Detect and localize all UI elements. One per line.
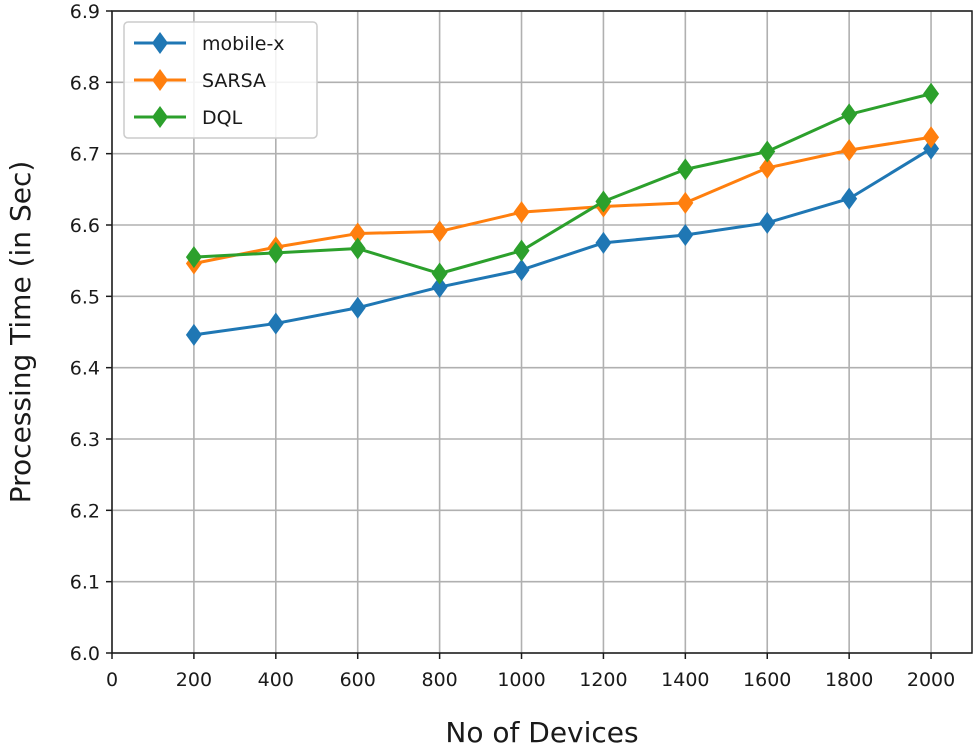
data-point-dql xyxy=(267,241,284,264)
x-tick-label: 1800 xyxy=(825,669,873,691)
data-point-sarsa xyxy=(677,191,694,214)
legend-box xyxy=(123,21,318,139)
legend-entry-dql: DQL xyxy=(134,106,243,129)
y-tick-label: 6.4 xyxy=(70,358,100,380)
x-tick-label: 800 xyxy=(421,669,457,691)
x-tick-label: 1000 xyxy=(497,669,545,691)
data-point-mobile-x xyxy=(759,211,776,234)
y-tick-label: 6.9 xyxy=(70,1,100,23)
y-tick-label: 6.6 xyxy=(70,215,100,237)
legend-entry-mobile-x: mobile-x xyxy=(134,32,285,55)
y-tick-label: 6.1 xyxy=(70,572,100,594)
x-tick-label: 400 xyxy=(258,669,294,691)
y-tick-label: 6.7 xyxy=(70,144,100,166)
data-point-sarsa xyxy=(513,201,530,224)
data-point-dql xyxy=(759,140,776,163)
data-point-mobile-x xyxy=(267,312,284,335)
data-point-dql xyxy=(677,158,694,181)
plot-frame xyxy=(111,10,973,654)
x-tick-label: 200 xyxy=(176,669,212,691)
y-tick-label: 6.5 xyxy=(70,286,100,308)
data-point-sarsa xyxy=(759,156,776,179)
data-point-dql xyxy=(431,262,448,285)
y-axis-ticks: 6.0 6.1 6.2 6.3 6.4 6.5 6.6 6.7 6.8 6.9 xyxy=(70,1,112,665)
x-tick-label: 0 xyxy=(106,669,118,691)
x-tick-label: 2000 xyxy=(907,669,955,691)
x-tick-label: 1200 xyxy=(579,669,627,691)
data-point-mobile-x xyxy=(677,223,694,246)
data-point-mobile-x xyxy=(923,137,940,160)
y-tick-label: 6.8 xyxy=(70,72,100,94)
x-tick-label: 600 xyxy=(340,669,376,691)
x-axis-ticks: 0 200 400 600 800 1000 1200 1400 1600 1800 2000 xyxy=(106,653,955,691)
series-line-sarsa xyxy=(193,135,932,265)
data-point-dql xyxy=(349,237,366,260)
legend-marker xyxy=(152,32,168,54)
data-point-sarsa xyxy=(841,139,858,162)
data-point-mobile-x xyxy=(185,323,202,346)
x-tick-label: 1400 xyxy=(661,669,709,691)
x-axis-label: No of Devices xyxy=(445,716,638,747)
y-axis-label: Processing Time (in Sec) xyxy=(4,161,37,504)
legend-label: mobile-x xyxy=(202,33,285,55)
data-point-sarsa xyxy=(923,126,940,149)
legend-marker xyxy=(152,106,168,128)
y-tick-label: 6.2 xyxy=(70,500,100,522)
x-tick-label: 1600 xyxy=(743,669,791,691)
data-point-mobile-x xyxy=(513,258,530,281)
series-mobile-x xyxy=(185,137,940,346)
y-tick-label: 6.3 xyxy=(70,429,100,451)
series-group xyxy=(185,82,940,346)
data-point-dql xyxy=(923,82,940,105)
data-point-sarsa xyxy=(349,222,366,245)
series-line-mobile-x xyxy=(193,147,932,337)
data-point-mobile-x xyxy=(431,276,448,299)
data-point-dql xyxy=(841,103,858,126)
data-point-dql xyxy=(185,246,202,269)
legend: mobile-x SARSA DQL xyxy=(123,21,318,139)
series-dql xyxy=(185,82,940,285)
data-point-dql xyxy=(513,239,530,262)
y-tick-label: 6.0 xyxy=(70,643,100,665)
data-point-dql xyxy=(595,190,612,213)
data-point-mobile-x xyxy=(349,296,366,319)
legend-marker xyxy=(152,69,168,91)
data-point-mobile-x xyxy=(841,187,858,210)
legend-entry-sarsa: SARSA xyxy=(134,69,266,92)
legend-label: SARSA xyxy=(202,70,266,92)
data-point-mobile-x xyxy=(595,231,612,254)
series-line-dql xyxy=(193,92,932,276)
data-point-sarsa xyxy=(431,220,448,243)
legend-label: DQL xyxy=(202,107,243,129)
